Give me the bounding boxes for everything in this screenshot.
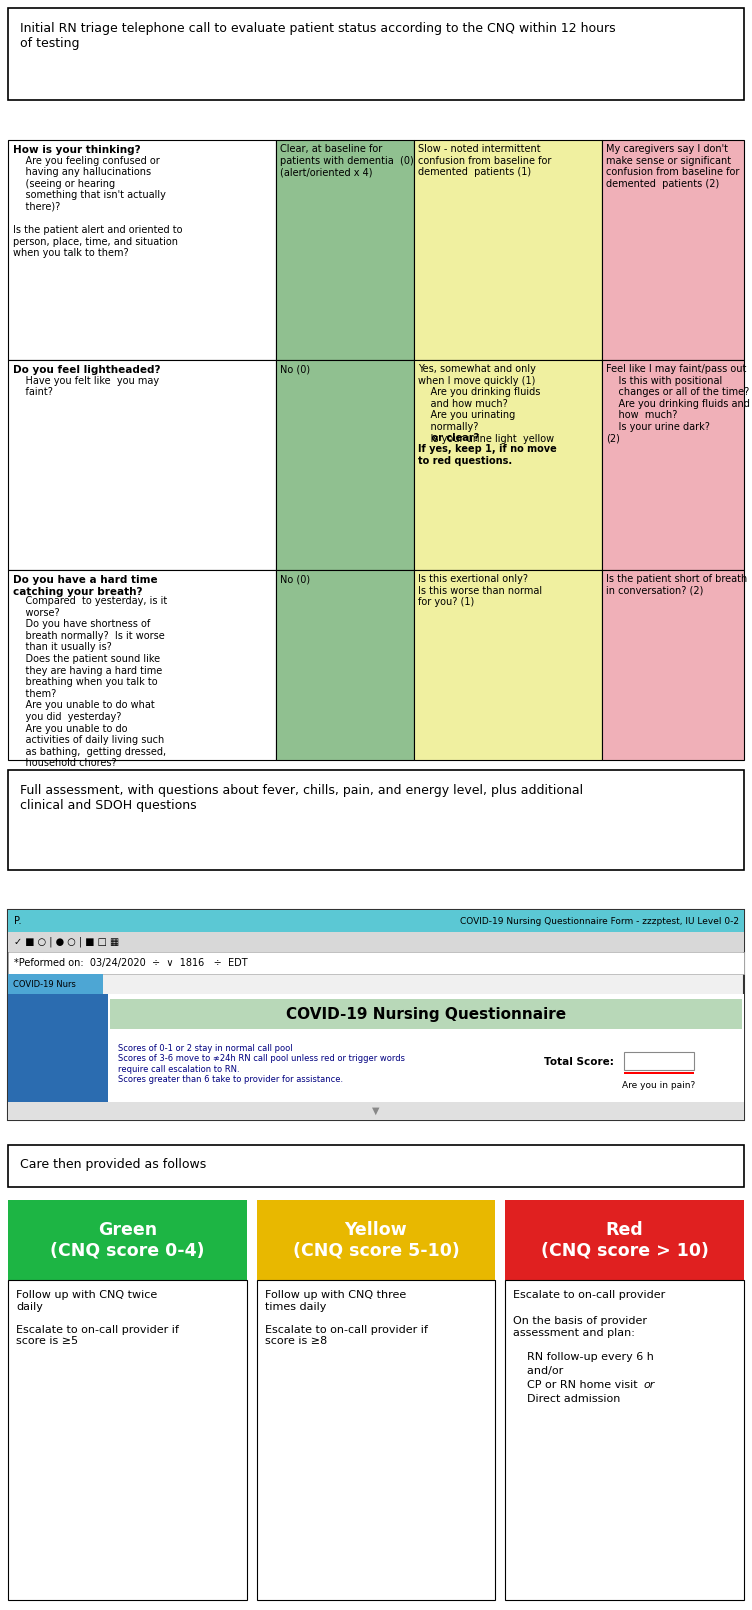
Text: Escalate to on-call provider: Escalate to on-call provider <box>514 1290 666 1299</box>
Bar <box>8 770 744 869</box>
Bar <box>8 993 108 1121</box>
Text: ✓ ■ ○ | ● ○ | ■ □ ▦: ✓ ■ ○ | ● ○ | ■ □ ▦ <box>14 937 120 947</box>
Bar <box>8 910 744 1121</box>
Text: How is your thinking?: How is your thinking? <box>13 145 141 155</box>
Bar <box>602 140 744 361</box>
Bar <box>8 361 276 570</box>
Bar <box>8 1101 744 1121</box>
Text: Do you have a hard time
catching your breath?: Do you have a hard time catching your br… <box>13 575 158 597</box>
Bar <box>602 570 744 760</box>
Text: My caregivers say I don't
make sense or significant
confusion from baseline for
: My caregivers say I don't make sense or … <box>606 143 739 188</box>
Text: Green
(CNQ score 0-4): Green (CNQ score 0-4) <box>50 1220 205 1259</box>
Bar <box>108 993 744 1121</box>
Bar <box>276 140 414 361</box>
Text: No (0): No (0) <box>280 364 310 374</box>
Text: Initial RN triage telephone call to evaluate patient status according to the CNQ: Initial RN triage telephone call to eval… <box>20 23 616 50</box>
Text: Scores of 0-1 or 2 stay in normal call pool
Scores of 3-6 move to ≉24h RN call p: Scores of 0-1 or 2 stay in normal call p… <box>118 1043 405 1084</box>
Text: COVID-19 Nursing Questionnaire: COVID-19 Nursing Questionnaire <box>286 1006 566 1021</box>
Bar <box>624 1072 694 1074</box>
Text: Follow up with CNQ twice
daily

Escalate to on-call provider if
score is ≥5: Follow up with CNQ twice daily Escalate … <box>16 1290 179 1346</box>
Text: On the basis of provider
assessment and plan:: On the basis of provider assessment and … <box>514 1315 647 1338</box>
Bar <box>8 1199 247 1280</box>
Bar <box>505 1199 744 1280</box>
Bar <box>8 974 103 993</box>
Text: Full assessment, with questions about fever, chills, pain, and energy level, plu: Full assessment, with questions about fe… <box>20 784 583 811</box>
Text: COVID-19 Nursing Questionnaire Form - zzzptest, IU Level 0-2: COVID-19 Nursing Questionnaire Form - zz… <box>460 916 739 926</box>
Text: P.: P. <box>14 916 22 926</box>
Bar <box>602 361 744 570</box>
Bar <box>624 1051 694 1071</box>
Text: Clear, at baseline for
patients w​ith dementia  (0)
(alert/oriented x 4): Clear, at baseline for patients w​ith de… <box>280 143 414 177</box>
Text: Yes, somewhat and only
w​hen I move quickly (1)
    Are you drinking fluids
    : Yes, somewhat and only w​hen I move quic… <box>418 364 554 444</box>
Text: Yellow
(CNQ score 5-10): Yellow (CNQ score 5-10) <box>293 1220 459 1259</box>
Bar <box>8 932 744 952</box>
Bar <box>414 570 602 760</box>
Text: Total Score:: Total Score: <box>544 1058 614 1067</box>
Text: RN follow-up every 6 h: RN follow-up every 6 h <box>514 1352 654 1362</box>
Text: Have you felt like  you may
    faint?: Have you felt like you may faint? <box>13 375 159 398</box>
Text: or: or <box>643 1380 655 1389</box>
Text: Are you feeling confused or
    having any hallucinations
    (seeing or hearing: Are you feeling confused or having any h… <box>13 156 183 258</box>
Text: CP or RN home visit: CP or RN home visit <box>514 1380 641 1389</box>
Bar <box>8 140 276 361</box>
Bar <box>256 1199 496 1280</box>
Bar <box>8 570 276 760</box>
Bar <box>276 570 414 760</box>
Text: Direct admission: Direct admission <box>514 1394 620 1404</box>
Bar <box>110 998 742 1029</box>
Bar <box>505 1280 744 1600</box>
Bar <box>276 361 414 570</box>
Bar <box>8 910 744 932</box>
Bar <box>8 952 744 974</box>
Bar <box>8 1145 744 1187</box>
Text: *Peformed on:  03/24/2020  ÷  ∨  1816   ÷  EDT: *Peformed on: 03/24/2020 ÷ ∨ 1816 ÷ EDT <box>14 958 247 968</box>
Text: Follow up with CNQ three
times daily

Escalate to on-call provider if
score is ≥: Follow up with CNQ three times daily Esc… <box>265 1290 428 1346</box>
Text: or clear?
If yes, keep 1, if no move
to red questions.: or clear? If yes, keep 1, if no move to … <box>418 433 556 465</box>
Text: No (0): No (0) <box>280 575 310 584</box>
Text: Is this exertional only?
Is this worse than normal
for you? (1): Is this exertional only? Is this worse t… <box>418 575 542 607</box>
Bar <box>414 140 602 361</box>
Bar <box>8 8 744 100</box>
Bar <box>256 1280 496 1600</box>
Text: Slow - noted intermittent
confusion from baseline for
demented  patients (1): Slow - noted intermittent confusion from… <box>418 143 551 177</box>
Bar <box>8 1280 247 1600</box>
Text: Feel like I may faint/pass out
    Is this with positional
    changes or all of: Feel like I may faint/pass out Is this w… <box>606 364 750 444</box>
Text: Red
(CNQ score > 10): Red (CNQ score > 10) <box>541 1220 708 1259</box>
Text: and/or: and/or <box>514 1365 563 1377</box>
Text: Is the patient short of breath
in conversation? (2): Is the patient short of breath in conver… <box>606 575 747 596</box>
Text: Do you feel lightheaded?: Do you feel lightheaded? <box>13 365 160 375</box>
Text: ▼: ▼ <box>372 1106 380 1116</box>
Text: Are you in pain?: Are you in pain? <box>623 1080 696 1090</box>
Text: COVID-19 Nurs: COVID-19 Nurs <box>13 979 76 989</box>
Text: Compared  to yesterday, is it
    worse?
    Do you have shortness of
    breath: Compared to yesterday, is it worse? Do y… <box>13 596 167 768</box>
Bar <box>414 361 602 570</box>
Text: Care then provided as follows: Care then provided as follows <box>20 1158 206 1170</box>
